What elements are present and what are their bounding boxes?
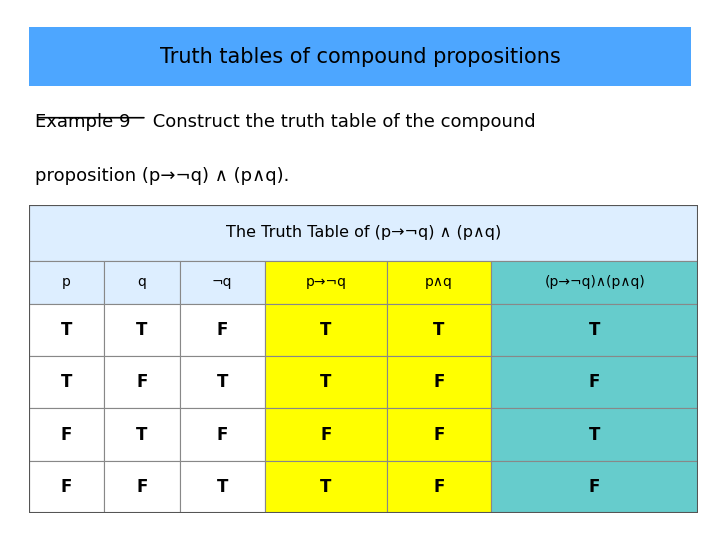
Bar bbox=[104, 356, 180, 408]
Bar bbox=[491, 261, 698, 303]
Bar bbox=[264, 408, 387, 461]
Bar bbox=[29, 408, 104, 461]
Bar bbox=[180, 356, 264, 408]
Bar bbox=[264, 356, 387, 408]
Text: F: F bbox=[60, 426, 72, 443]
Text: T: T bbox=[136, 321, 148, 339]
Text: T: T bbox=[320, 478, 332, 496]
Bar bbox=[180, 303, 264, 356]
Bar bbox=[491, 461, 698, 513]
Bar bbox=[29, 461, 104, 513]
Bar bbox=[104, 408, 180, 461]
Text: (p→¬q)∧(p∧q): (p→¬q)∧(p∧q) bbox=[544, 275, 645, 289]
Bar bbox=[387, 461, 491, 513]
Text: p: p bbox=[62, 275, 71, 289]
Text: T: T bbox=[60, 373, 72, 391]
Bar bbox=[180, 461, 264, 513]
Text: q: q bbox=[138, 275, 146, 289]
Bar bbox=[29, 303, 104, 356]
Text: F: F bbox=[433, 478, 445, 496]
Text: T: T bbox=[217, 373, 228, 391]
Text: ¬q: ¬q bbox=[212, 275, 233, 289]
Bar bbox=[29, 261, 104, 303]
Bar bbox=[29, 205, 698, 261]
Text: T: T bbox=[433, 321, 445, 339]
Text: T: T bbox=[320, 373, 332, 391]
Text: The Truth Table of (p→¬q) ∧ (p∧q): The Truth Table of (p→¬q) ∧ (p∧q) bbox=[226, 225, 501, 240]
Bar bbox=[387, 356, 491, 408]
Bar bbox=[491, 356, 698, 408]
Bar bbox=[264, 261, 387, 303]
Text: F: F bbox=[320, 426, 332, 443]
Text: T: T bbox=[136, 426, 148, 443]
Text: T: T bbox=[589, 426, 600, 443]
Bar bbox=[180, 408, 264, 461]
Text: F: F bbox=[589, 373, 600, 391]
Text: F: F bbox=[60, 478, 72, 496]
Text: T: T bbox=[589, 321, 600, 339]
Text: F: F bbox=[136, 478, 148, 496]
Bar bbox=[104, 261, 180, 303]
Bar bbox=[264, 303, 387, 356]
Text: T: T bbox=[217, 478, 228, 496]
Bar bbox=[104, 303, 180, 356]
Text: F: F bbox=[136, 373, 148, 391]
Text: F: F bbox=[433, 373, 445, 391]
Text: T: T bbox=[320, 321, 332, 339]
Text: Construct the truth table of the compound: Construct the truth table of the compoun… bbox=[147, 112, 536, 131]
Text: Example 9: Example 9 bbox=[35, 112, 131, 131]
Text: F: F bbox=[217, 321, 228, 339]
Text: F: F bbox=[589, 478, 600, 496]
Bar bbox=[264, 461, 387, 513]
Text: p∧q: p∧q bbox=[425, 275, 453, 289]
Text: F: F bbox=[217, 426, 228, 443]
Bar bbox=[491, 303, 698, 356]
Text: p→¬q: p→¬q bbox=[305, 275, 346, 289]
Text: proposition (p→¬q) ∧ (p∧q).: proposition (p→¬q) ∧ (p∧q). bbox=[35, 167, 289, 185]
Bar bbox=[491, 408, 698, 461]
Bar bbox=[29, 356, 104, 408]
Text: Truth tables of compound propositions: Truth tables of compound propositions bbox=[160, 46, 560, 67]
Bar bbox=[387, 408, 491, 461]
Text: T: T bbox=[60, 321, 72, 339]
Text: F: F bbox=[433, 426, 445, 443]
Bar bbox=[104, 461, 180, 513]
Bar bbox=[387, 303, 491, 356]
FancyBboxPatch shape bbox=[16, 26, 704, 87]
Bar bbox=[180, 261, 264, 303]
Bar bbox=[387, 261, 491, 303]
